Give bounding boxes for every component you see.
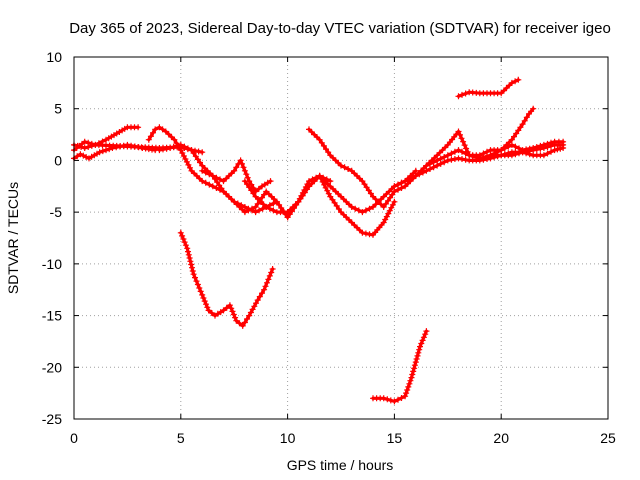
y-tick-label: -5 — [50, 204, 63, 220]
series-markers-track-13 — [412, 128, 567, 179]
y-tick-label: 5 — [54, 101, 62, 117]
chart-title: Day 365 of 2023, Sidereal Day-to-day VTE… — [69, 20, 611, 37]
x-axis-ticks: 0 5 10 15 20 25 — [70, 57, 616, 446]
series-markers-track-11 — [370, 328, 430, 405]
x-tick-label: 15 — [387, 430, 403, 446]
grid-lines — [74, 57, 608, 419]
x-tick-label: 0 — [70, 430, 78, 446]
series-markers-track-12 — [391, 141, 567, 190]
x-axis-label: GPS time / hours — [287, 457, 394, 473]
series-track-13 — [414, 129, 565, 178]
y-tick-label: 0 — [54, 152, 62, 168]
series-track-10 — [286, 174, 396, 237]
y-axis-ticks: 10 5 0 -5 -10 -15 -20 -25 — [42, 49, 608, 427]
series-markers-track-10 — [284, 172, 398, 238]
data-series — [71, 76, 567, 405]
x-tick-label: 20 — [493, 430, 509, 446]
x-tick-label: 25 — [600, 430, 616, 446]
y-tick-label: -15 — [42, 308, 62, 324]
plot-frame — [73, 56, 609, 420]
y-tick-label: -20 — [42, 359, 62, 375]
series-markers-track-7 — [177, 229, 276, 329]
series-track-11 — [371, 329, 428, 403]
series-markers-track-5 — [156, 141, 274, 195]
y-tick-label: 10 — [46, 49, 62, 65]
y-tick-label: -10 — [42, 256, 62, 272]
x-tick-label: 5 — [177, 430, 185, 446]
series-track-12 — [392, 143, 565, 188]
y-axis-label: SDTVAR / TECUs — [5, 182, 21, 294]
series-markers-track-14 — [455, 76, 522, 100]
series-markers-track-16 — [434, 138, 567, 164]
y-tick-label: -25 — [42, 411, 62, 427]
x-tick-label: 10 — [280, 430, 296, 446]
series-markers-track-9 — [306, 126, 441, 210]
